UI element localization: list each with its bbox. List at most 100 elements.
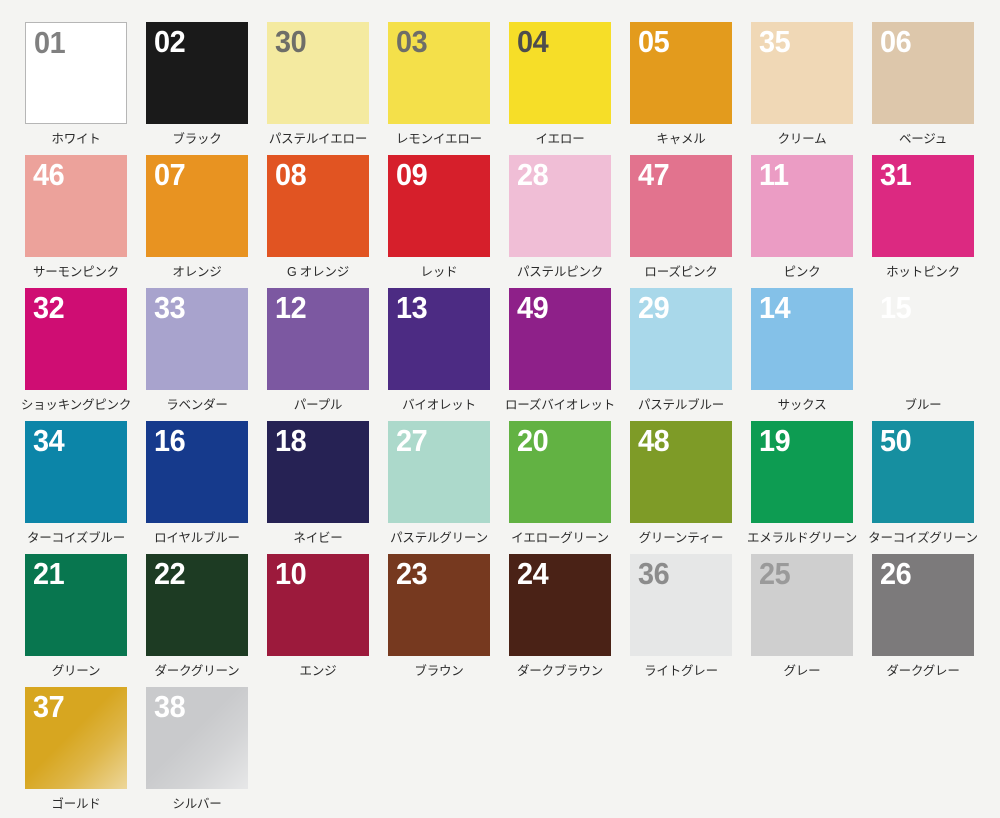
swatch-color-chip[interactable]: 26 bbox=[872, 554, 974, 656]
swatch-label: バイオレット bbox=[402, 398, 476, 412]
swatch-color-chip[interactable]: 08 bbox=[267, 155, 369, 257]
swatch-cell[interactable]: 48 グリーンティー bbox=[630, 421, 732, 545]
swatch-color-chip[interactable]: 05 bbox=[630, 22, 732, 124]
swatch-cell[interactable]: 32 ショッキングピンク bbox=[21, 288, 131, 412]
swatch-cell[interactable]: 29 パステルブルー bbox=[630, 288, 732, 412]
swatch-number: 38 bbox=[154, 689, 186, 724]
swatch-cell[interactable]: 18 ネイビー bbox=[267, 421, 369, 545]
swatch-cell[interactable]: 16 ロイヤルブルー bbox=[146, 421, 248, 545]
swatch-cell[interactable]: 28 パステルピンク bbox=[509, 155, 611, 279]
swatch-cell[interactable]: 03 レモンイエロー bbox=[388, 22, 490, 146]
swatch-color-chip[interactable]: 25 bbox=[751, 554, 853, 656]
swatch-cell[interactable]: 50 ターコイズグリーン bbox=[868, 421, 978, 545]
swatch-color-chip[interactable]: 35 bbox=[751, 22, 853, 124]
swatch-cell[interactable]: 31 ホットピンク bbox=[872, 155, 974, 279]
swatch-color-chip[interactable]: 02 bbox=[146, 22, 248, 124]
swatch-color-chip[interactable]: 50 bbox=[872, 421, 974, 523]
swatch-cell[interactable]: 11 ピンク bbox=[751, 155, 853, 279]
swatch-number: 32 bbox=[33, 290, 65, 325]
swatch-cell[interactable]: 02 ブラック bbox=[146, 22, 248, 146]
swatch-number: 34 bbox=[33, 423, 65, 458]
swatch-color-chip[interactable]: 14 bbox=[751, 288, 853, 390]
swatch-cell[interactable]: 36 ライトグレー bbox=[630, 554, 732, 678]
swatch-color-chip[interactable]: 32 bbox=[25, 288, 127, 390]
swatch-color-chip[interactable]: 28 bbox=[509, 155, 611, 257]
swatch-cell[interactable]: 06 ベージュ bbox=[872, 22, 974, 146]
swatch-color-chip[interactable]: 01 bbox=[25, 22, 127, 124]
swatch-color-chip[interactable]: 06 bbox=[872, 22, 974, 124]
swatch-cell[interactable]: 24 ダークブラウン bbox=[509, 554, 611, 678]
swatch-number: 47 bbox=[638, 157, 670, 192]
swatch-cell[interactable]: 35 クリーム bbox=[751, 22, 853, 146]
swatch-number: 18 bbox=[275, 423, 307, 458]
swatch-color-chip[interactable]: 22 bbox=[146, 554, 248, 656]
swatch-label: エメラルドグリーン bbox=[746, 531, 858, 545]
swatch-color-chip[interactable]: 10 bbox=[267, 554, 369, 656]
swatch-cell[interactable]: 47 ローズピンク bbox=[630, 155, 732, 279]
swatch-color-chip[interactable]: 04 bbox=[509, 22, 611, 124]
swatch-cell[interactable]: 37 ゴールド bbox=[25, 687, 127, 811]
swatch-color-chip[interactable]: 31 bbox=[872, 155, 974, 257]
swatch-color-chip[interactable]: 36 bbox=[630, 554, 732, 656]
swatch-cell[interactable]: 34 ターコイズブルー bbox=[25, 421, 127, 545]
swatch-color-chip[interactable]: 30 bbox=[267, 22, 369, 124]
swatch-color-chip[interactable]: 07 bbox=[146, 155, 248, 257]
swatch-number: 31 bbox=[880, 157, 912, 192]
swatch-cell[interactable]: 21 グリーン bbox=[25, 554, 127, 678]
swatch-color-chip[interactable]: 13 bbox=[388, 288, 490, 390]
swatch-color-chip[interactable]: 33 bbox=[146, 288, 248, 390]
swatch-color-chip[interactable]: 15 bbox=[872, 288, 974, 390]
swatch-color-chip[interactable]: 11 bbox=[751, 155, 853, 257]
swatch-color-chip[interactable]: 16 bbox=[146, 421, 248, 523]
swatch-cell[interactable]: 19 エメラルドグリーン bbox=[747, 421, 857, 545]
swatch-cell[interactable]: 14 サックス bbox=[751, 288, 853, 412]
swatch-number: 33 bbox=[154, 290, 186, 325]
swatch-label: レッド bbox=[420, 265, 458, 279]
swatch-cell[interactable]: 09 レッド bbox=[388, 155, 490, 279]
swatch-color-chip[interactable]: 27 bbox=[388, 421, 490, 523]
swatch-color-chip[interactable]: 48 bbox=[630, 421, 732, 523]
swatch-cell[interactable]: 12 パープル bbox=[267, 288, 369, 412]
swatch-cell[interactable]: 26 ダークグレー bbox=[872, 554, 974, 678]
swatch-color-chip[interactable]: 29 bbox=[630, 288, 732, 390]
swatch-color-chip[interactable]: 09 bbox=[388, 155, 490, 257]
swatch-label: パステルイエロー bbox=[268, 132, 368, 146]
swatch-cell[interactable]: 25 グレー bbox=[751, 554, 853, 678]
swatch-color-chip[interactable]: 23 bbox=[388, 554, 490, 656]
swatch-cell[interactable]: 10 エンジ bbox=[267, 554, 369, 678]
swatch-color-chip[interactable]: 03 bbox=[388, 22, 490, 124]
swatch-cell[interactable]: 46 サーモンピンク bbox=[25, 155, 127, 279]
swatch-label: イエロー bbox=[535, 132, 585, 146]
swatch-color-chip[interactable]: 38 bbox=[146, 687, 248, 789]
swatch-cell[interactable]: 49 ローズバイオレット bbox=[505, 288, 615, 412]
swatch-cell[interactable]: 04 イエロー bbox=[509, 22, 611, 146]
swatch-cell[interactable]: 33 ラベンダー bbox=[146, 288, 248, 412]
swatch-cell[interactable]: 15 ブルー bbox=[872, 288, 974, 412]
swatch-cell[interactable]: 05 キャメル bbox=[630, 22, 732, 146]
swatch-number: 49 bbox=[517, 290, 549, 325]
swatch-cell[interactable]: 30 パステルイエロー bbox=[267, 22, 369, 146]
swatch-cell[interactable]: 23 ブラウン bbox=[388, 554, 490, 678]
swatch-color-chip[interactable]: 19 bbox=[751, 421, 853, 523]
swatch-cell[interactable]: 27 パステルグリーン bbox=[388, 421, 490, 545]
swatch-color-chip[interactable]: 21 bbox=[25, 554, 127, 656]
swatch-color-chip[interactable]: 37 bbox=[25, 687, 127, 789]
swatch-number: 23 bbox=[396, 556, 428, 591]
swatch-cell[interactable]: 01 ホワイト bbox=[25, 22, 127, 146]
swatch-cell[interactable]: 38 シルバー bbox=[146, 687, 248, 811]
swatch-color-chip[interactable]: 18 bbox=[267, 421, 369, 523]
swatch-color-chip[interactable]: 20 bbox=[509, 421, 611, 523]
swatch-cell[interactable]: 20 イエローグリーン bbox=[509, 421, 611, 545]
swatch-color-chip[interactable]: 24 bbox=[509, 554, 611, 656]
swatch-cell[interactable]: 08 G オレンジ bbox=[267, 155, 369, 279]
swatch-color-chip[interactable]: 34 bbox=[25, 421, 127, 523]
swatch-color-chip[interactable]: 46 bbox=[25, 155, 127, 257]
swatch-label: ダークブラウン bbox=[516, 664, 604, 678]
swatch-color-chip[interactable]: 12 bbox=[267, 288, 369, 390]
swatch-cell[interactable]: 07 オレンジ bbox=[146, 155, 248, 279]
swatch-number: 20 bbox=[517, 423, 549, 458]
swatch-color-chip[interactable]: 49 bbox=[509, 288, 611, 390]
swatch-cell[interactable]: 13 バイオレット bbox=[388, 288, 490, 412]
swatch-color-chip[interactable]: 47 bbox=[630, 155, 732, 257]
swatch-cell[interactable]: 22 ダークグリーン bbox=[146, 554, 248, 678]
